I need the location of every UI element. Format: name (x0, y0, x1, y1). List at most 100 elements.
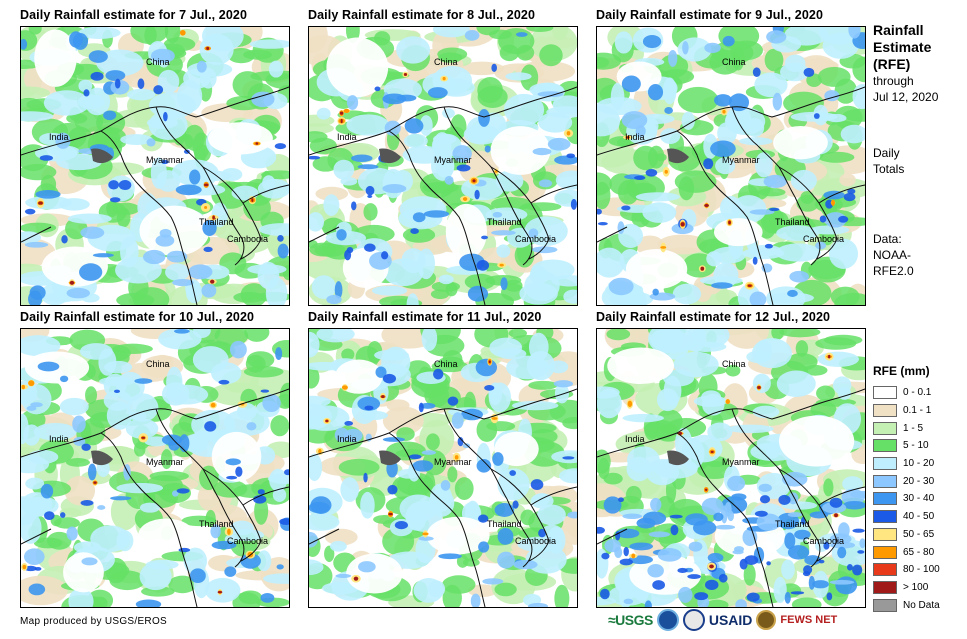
rainfall-patch (21, 111, 54, 122)
rainfall-patch (635, 192, 680, 202)
rainfall-patch (742, 528, 758, 547)
rainfall-patch (806, 73, 822, 87)
rainfall-patch (21, 384, 26, 390)
rainfall-patch (403, 73, 407, 76)
rainfall-patch (410, 228, 419, 235)
rainfall-patch (206, 46, 210, 51)
rainfall-patch (497, 551, 515, 569)
no-data-patch (379, 148, 401, 164)
rainfall-patch (621, 205, 631, 211)
rainfall-patch (357, 396, 381, 411)
rainfall-patch (276, 564, 284, 570)
fewsnet-emblem-icon (756, 610, 777, 630)
rainfall-patch (839, 173, 856, 187)
rainfall-patch (728, 93, 750, 112)
side-title-line1: Rainfall (873, 22, 924, 38)
rainfall-patch (179, 134, 194, 150)
rainfall-patch (109, 570, 146, 591)
rainfall-patch (670, 524, 679, 536)
rainfall-patch (835, 576, 858, 595)
rainfall-patch (418, 536, 434, 541)
rainfall-patch (597, 208, 602, 215)
legend-item: 40 - 50 (873, 508, 965, 526)
rainfall-raster (597, 329, 865, 607)
through-text: through (873, 74, 914, 88)
country-border (490, 166, 550, 260)
rainfall-patch (66, 287, 90, 299)
rainfall-patch (422, 181, 459, 194)
rainfall-patch (120, 134, 153, 146)
rainfall-patch (477, 514, 489, 523)
rainfall-legend: RFE (mm) 0 - 0.1 0.1 - 1 1 - 5 5 - 10 10 - 2… (873, 364, 965, 614)
no-data-patch (667, 148, 689, 164)
rainfall-patch (829, 238, 859, 269)
side-info: Rainfall Estimate (RFE) through Jul 12, … (873, 22, 965, 279)
rainfall-patch (427, 580, 446, 598)
rainfall-map: China India Myanmar Thailand Cambodia (596, 328, 866, 608)
rainfall-patch (802, 571, 811, 577)
agency-logos: ≈USGS USAID FEWS NET (608, 607, 837, 633)
rainfall-patch (499, 44, 520, 62)
rainfall-patch (830, 541, 856, 549)
rainfall-patch (494, 431, 539, 467)
rainfall-patch (454, 455, 459, 460)
country-border (597, 86, 865, 156)
legend-item: 5 - 10 (873, 437, 965, 455)
rainfall-patch (681, 111, 695, 130)
rainfall-patch (421, 329, 438, 352)
rainfall-patch (597, 247, 625, 278)
rainfall-patch (201, 27, 244, 52)
rainfall-patch (652, 580, 666, 590)
rainfall-patch (371, 285, 408, 296)
rainfall-patch (776, 225, 819, 241)
rainfall-patch (725, 399, 730, 405)
rainfall-patch (267, 473, 289, 485)
rainfall-patch (749, 209, 775, 215)
rainfall-patch (323, 194, 340, 216)
rainfall-patch (262, 394, 281, 413)
rainfall-patch (707, 422, 733, 442)
rainfall-patch (533, 493, 550, 507)
rainfall-patch (126, 88, 156, 101)
rainfall-patch (658, 329, 690, 360)
rainfall-patch (174, 329, 190, 334)
country-border (242, 184, 289, 204)
rainfall-patch (404, 118, 424, 134)
rainfall-patch (614, 31, 633, 54)
rainfall-patch (731, 195, 767, 224)
rainfall-patch (202, 219, 217, 236)
rainfall-patch (425, 433, 440, 451)
rainfall-patch (272, 487, 287, 502)
rainfall-patch (678, 586, 693, 603)
legend-label: 40 - 50 (903, 511, 935, 523)
rainfall-patch (673, 351, 719, 378)
rainfall-patch (697, 461, 733, 480)
rainfall-patch (311, 275, 336, 300)
legend-swatch (873, 598, 897, 612)
rainfall-patch (494, 582, 517, 597)
rainfall-patch (763, 174, 788, 188)
rainfall-map: China India Myanmar Thailand Cambodia (308, 26, 578, 306)
rainfall-patch (744, 555, 759, 565)
rainfall-patch (69, 280, 75, 285)
rainfall-patch (752, 67, 761, 78)
rainfall-patch (44, 511, 55, 520)
rainfall-patch (843, 192, 856, 202)
rainfall-patch (678, 176, 695, 201)
rainfall-patch (488, 360, 491, 364)
rainfall-patch (188, 264, 213, 280)
rainfall-patch (456, 164, 471, 172)
rainfall-patch (746, 350, 772, 364)
panel-title: Daily Rainfall estimate for 9 Jul., 2020 (596, 8, 824, 22)
rainfall-patch (645, 168, 658, 177)
rainfall-patch (817, 351, 859, 367)
rainfall-patch (21, 222, 57, 233)
rainfall-patch (500, 277, 508, 291)
rainfall-patch (532, 147, 552, 156)
rainfall-patch (464, 30, 480, 41)
rainfall-patch (341, 348, 355, 361)
rainfall-patch (803, 67, 815, 77)
rainfall-patch (344, 249, 352, 261)
rainfall-patch (105, 70, 126, 81)
rainfall-patch (838, 215, 849, 223)
